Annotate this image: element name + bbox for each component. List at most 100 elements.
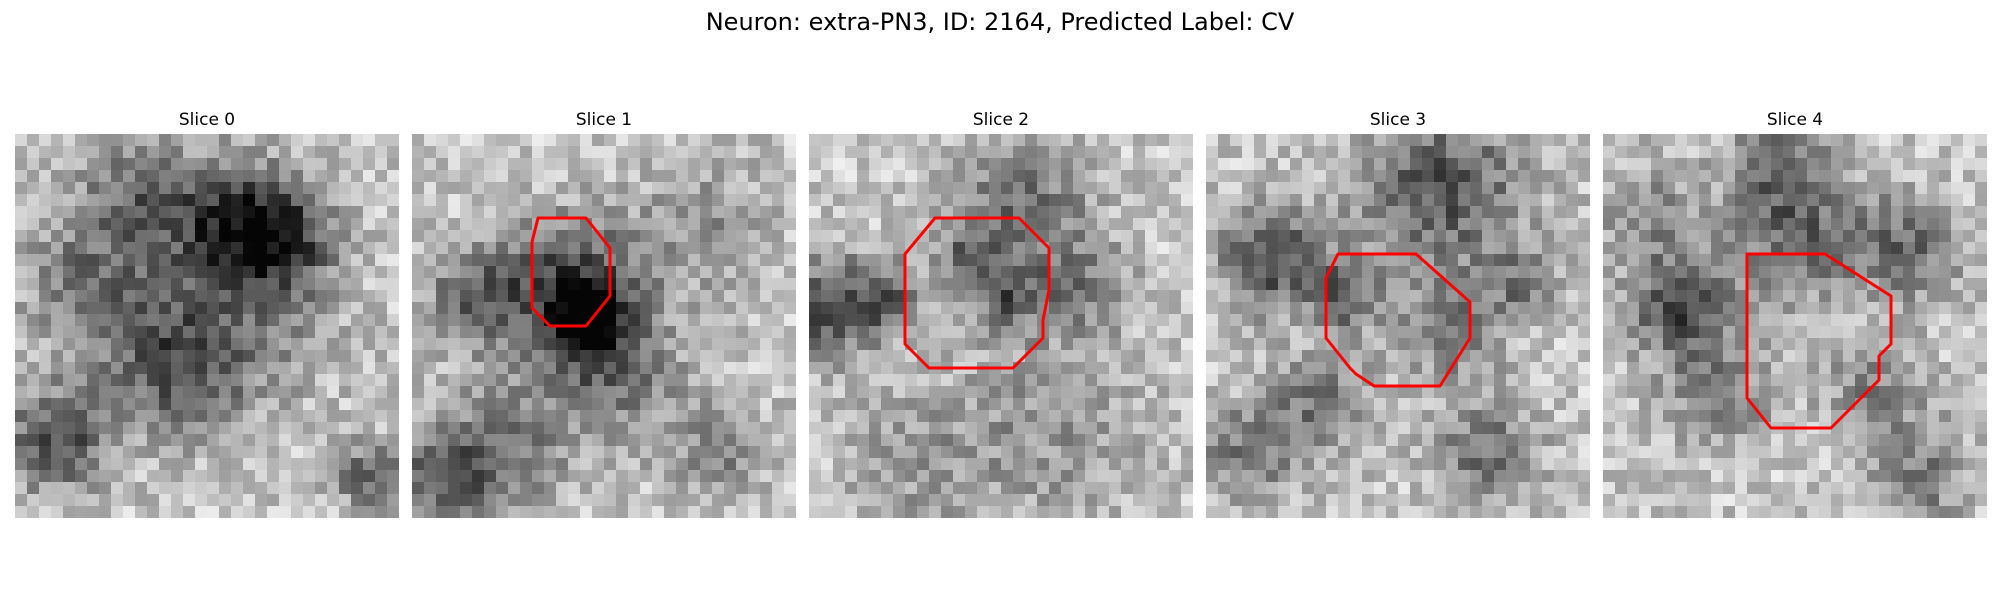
image-pixel xyxy=(291,182,304,195)
image-pixel xyxy=(39,482,52,495)
image-pixel xyxy=(532,326,545,339)
image-pixel xyxy=(1891,410,1904,423)
image-pixel xyxy=(821,314,834,327)
image-pixel xyxy=(387,326,399,339)
image-pixel xyxy=(63,314,76,327)
image-pixel xyxy=(1855,422,1868,435)
image-pixel xyxy=(1699,314,1712,327)
image-pixel xyxy=(1218,374,1231,387)
image-pixel xyxy=(989,434,1002,447)
image-pixel xyxy=(39,290,52,303)
image-pixel xyxy=(1061,446,1074,459)
image-pixel xyxy=(1843,182,1856,195)
image-pixel xyxy=(460,506,473,518)
image-pixel xyxy=(1675,350,1688,363)
image-pixel xyxy=(339,506,352,518)
image-pixel xyxy=(1975,422,1987,435)
image-pixel xyxy=(460,302,473,315)
image-pixel xyxy=(1518,170,1531,183)
image-pixel xyxy=(1879,422,1892,435)
image-pixel xyxy=(1446,242,1459,255)
image-pixel xyxy=(857,182,870,195)
image-pixel xyxy=(351,242,364,255)
image-pixel xyxy=(1771,398,1784,411)
image-pixel xyxy=(171,206,184,219)
image-pixel xyxy=(1133,350,1146,363)
image-pixel xyxy=(784,374,796,387)
image-pixel xyxy=(363,266,376,279)
image-pixel xyxy=(1254,398,1267,411)
image-pixel xyxy=(1699,410,1712,423)
image-pixel xyxy=(412,134,425,147)
image-pixel xyxy=(544,446,557,459)
image-pixel xyxy=(1410,314,1423,327)
image-pixel xyxy=(1542,266,1555,279)
image-pixel xyxy=(87,302,100,315)
image-pixel xyxy=(700,146,713,159)
image-pixel xyxy=(1651,218,1664,231)
image-pixel xyxy=(1759,314,1772,327)
image-pixel xyxy=(1482,506,1495,518)
image-pixel xyxy=(1109,482,1122,495)
image-pixel xyxy=(1121,482,1134,495)
image-pixel xyxy=(1711,374,1724,387)
image-pixel xyxy=(1639,206,1652,219)
image-pixel xyxy=(1254,194,1267,207)
image-pixel xyxy=(315,302,328,315)
image-pixel xyxy=(412,170,425,183)
image-pixel xyxy=(1314,374,1327,387)
image-pixel xyxy=(1013,446,1026,459)
image-pixel xyxy=(712,230,725,243)
image-pixel xyxy=(363,470,376,483)
image-pixel xyxy=(1735,134,1748,147)
image-pixel xyxy=(628,134,641,147)
image-pixel xyxy=(1675,302,1688,315)
image-pixel xyxy=(1073,206,1086,219)
image-pixel xyxy=(1181,494,1193,507)
image-pixel xyxy=(1410,338,1423,351)
image-pixel xyxy=(135,494,148,507)
image-pixel xyxy=(207,422,220,435)
image-pixel xyxy=(1230,194,1243,207)
image-pixel xyxy=(1290,398,1303,411)
image-pixel xyxy=(351,266,364,279)
image-pixel xyxy=(508,362,521,375)
image-pixel xyxy=(1855,158,1868,171)
image-pixel xyxy=(652,266,665,279)
image-pixel xyxy=(760,242,773,255)
image-pixel xyxy=(676,146,689,159)
image-pixel xyxy=(1145,314,1158,327)
image-pixel xyxy=(291,146,304,159)
image-pixel xyxy=(1157,254,1170,267)
image-pixel xyxy=(1651,206,1664,219)
image-pixel xyxy=(604,218,617,231)
image-pixel xyxy=(1121,458,1134,471)
image-pixel xyxy=(544,458,557,471)
image-pixel xyxy=(484,482,497,495)
image-pixel xyxy=(267,398,280,411)
image-pixel xyxy=(460,374,473,387)
image-pixel xyxy=(676,182,689,195)
image-pixel xyxy=(424,482,437,495)
image-pixel xyxy=(977,410,990,423)
image-pixel xyxy=(520,146,533,159)
image-pixel xyxy=(640,302,653,315)
image-pixel xyxy=(315,482,328,495)
image-pixel xyxy=(1314,206,1327,219)
image-pixel xyxy=(231,470,244,483)
image-pixel xyxy=(424,170,437,183)
image-pixel xyxy=(712,482,725,495)
image-pixel xyxy=(1025,374,1038,387)
image-pixel xyxy=(520,338,533,351)
image-pixel xyxy=(496,422,509,435)
image-pixel xyxy=(1121,230,1134,243)
image-pixel xyxy=(1242,506,1255,518)
image-pixel xyxy=(821,482,834,495)
image-pixel xyxy=(1482,170,1495,183)
image-pixel xyxy=(363,302,376,315)
image-pixel xyxy=(1819,290,1832,303)
image-pixel xyxy=(472,170,485,183)
image-pixel xyxy=(784,446,796,459)
image-pixel xyxy=(724,386,737,399)
image-pixel xyxy=(63,434,76,447)
